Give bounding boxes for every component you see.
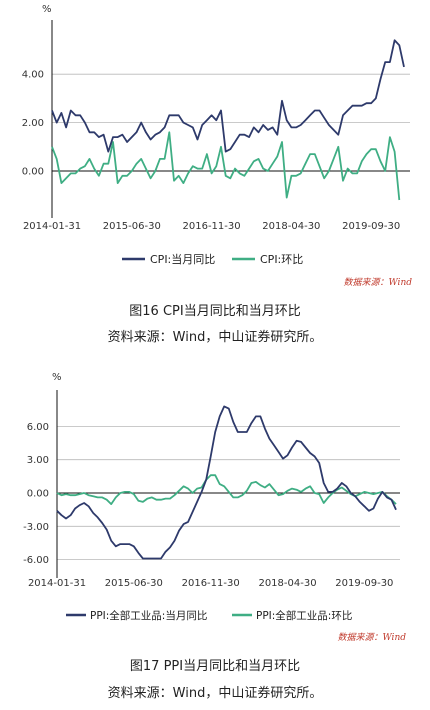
cpi-x-tick-label: 2014-01-31 xyxy=(23,221,81,232)
cpi-chart: % 0.00 2.00 4.00 2014-01-31 2015-06-30 2016-… xyxy=(22,4,413,288)
cpi-series-lines xyxy=(51,39,405,201)
ppi-x-tick-labels: 2014-01-31 2015-06-30 2016-11-30 2018-04-30… xyxy=(28,578,393,589)
ppi-y-tick-label: -6.00 xyxy=(23,555,49,566)
cpi-y-tick-label: 0.00 xyxy=(22,167,44,178)
cpi-x-tick-label: 2018-04-30 xyxy=(262,221,320,232)
ppi-series-line xyxy=(56,474,397,506)
cpi-x-tick-label: 2019-09-30 xyxy=(342,221,400,232)
figure16-caption: 图16 CPI当月同比和当月环比 xyxy=(129,304,301,319)
ppi-series-lines xyxy=(56,405,397,560)
cpi-x-tick-labels: 2014-01-31 2015-06-30 2016-11-30 2018-04-30… xyxy=(23,221,400,232)
cpi-y-tick-label: 2.00 xyxy=(22,118,44,129)
ppi-legend-label-yoy: PPI:全部工业品:当月同比 xyxy=(90,609,207,622)
ppi-y-tick-label: 3.00 xyxy=(27,455,49,466)
ppi-y-tick-label: 6.00 xyxy=(27,422,49,433)
ppi-series-line xyxy=(56,405,397,560)
cpi-x-tick-label: 2016-11-30 xyxy=(183,221,241,232)
ppi-x-tick-label: 2014-01-31 xyxy=(28,578,86,589)
figure16-source-line: 资料来源：Wind，中山证券研究所。 xyxy=(107,330,323,345)
ppi-gridlines xyxy=(57,426,400,561)
cpi-series-line xyxy=(51,39,405,153)
cpi-data-source-note: 数据来源：Wind xyxy=(343,277,412,288)
ppi-legend-label-mom: PPI:全部工业品:环比 xyxy=(256,609,352,622)
cpi-x-tick-label: 2015-06-30 xyxy=(103,221,161,232)
ppi-y-tick-labels: -6.00 -3.00 0.00 3.00 6.00 xyxy=(23,422,49,566)
ppi-x-tick-label: 2019-09-30 xyxy=(335,578,393,589)
figure17-caption: 图17 PPI当月同比和当月环比 xyxy=(129,659,301,674)
cpi-y-tick-label: 4.00 xyxy=(22,70,44,81)
ppi-x-tick-label: 2018-04-30 xyxy=(258,578,316,589)
ppi-unit-label: % xyxy=(52,372,62,383)
cpi-series-line xyxy=(51,131,401,201)
ppi-y-tick-label: 0.00 xyxy=(27,489,49,500)
figure17-source-line: 资料来源：Wind，中山证券研究所。 xyxy=(107,686,323,701)
ppi-y-tick-label: -3.00 xyxy=(23,522,49,533)
ppi-x-tick-label: 2016-11-30 xyxy=(182,578,240,589)
ppi-data-source-note: 数据来源：Wind xyxy=(337,632,406,643)
ppi-chart: % -6.00 -3.00 0.00 3.00 6.00 2014-01-31 2015-… xyxy=(23,372,406,643)
cpi-gridlines xyxy=(52,73,410,123)
ppi-x-tick-label: 2015-06-30 xyxy=(105,578,163,589)
cpi-y-tick-labels: 0.00 2.00 4.00 xyxy=(22,70,44,178)
cpi-unit-label: % xyxy=(42,4,52,15)
cpi-legend-label-mom: CPI:环比 xyxy=(260,253,303,266)
cpi-legend: CPI:当月同比 CPI:环比 xyxy=(122,252,303,266)
ppi-legend: PPI:全部工业品:当月同比 PPI:全部工业品:环比 xyxy=(66,609,352,622)
cpi-legend-label-yoy: CPI:当月同比 xyxy=(150,252,215,266)
